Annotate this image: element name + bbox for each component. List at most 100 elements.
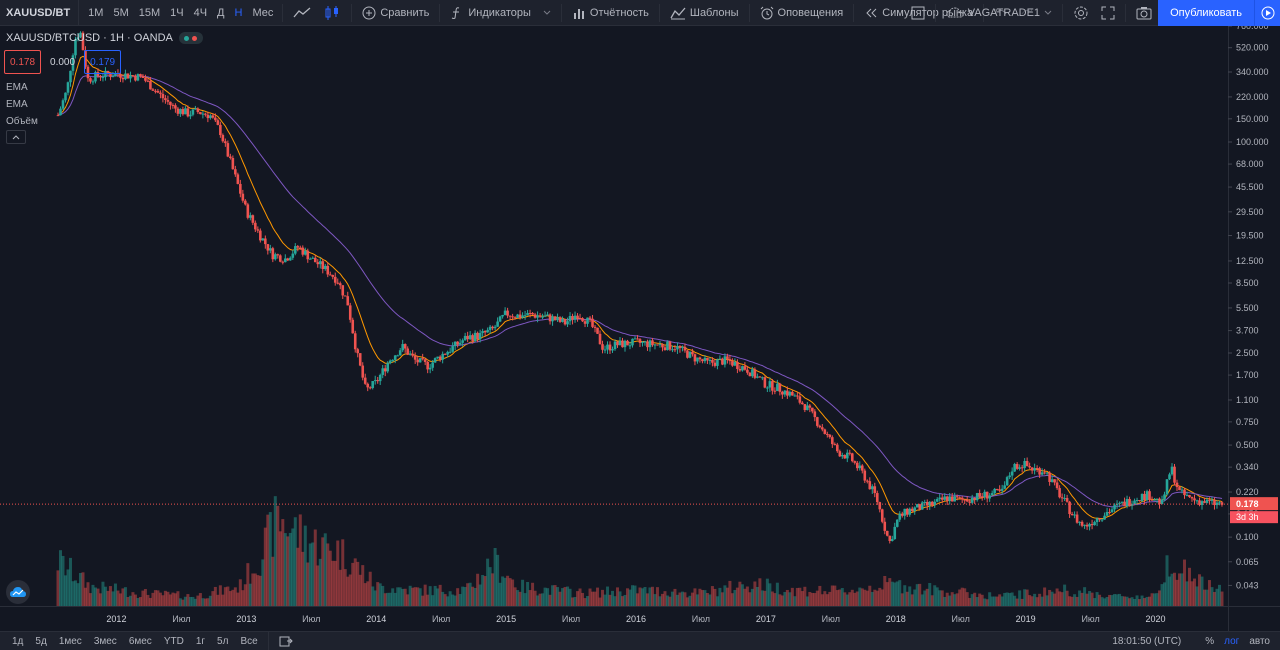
indicators-dropdown[interactable] — [537, 0, 557, 26]
candle-body — [691, 351, 694, 355]
volume-bar — [158, 592, 162, 606]
volume-bar — [561, 588, 565, 606]
x-tick-label: Июл — [172, 614, 190, 624]
volume-bar — [1060, 592, 1064, 606]
interval-1[interactable]: 1М — [88, 6, 104, 19]
snapshot-button[interactable] — [1130, 0, 1158, 26]
range-5[interactable]: 6мес — [128, 635, 152, 647]
volume-bar — [1005, 592, 1009, 606]
percent-toggle[interactable]: % — [1205, 636, 1215, 647]
volume-bar — [635, 593, 639, 606]
candle-body — [1148, 491, 1151, 500]
candle-body — [466, 335, 469, 340]
candle-body — [833, 444, 837, 446]
templates-button[interactable]: Шаблоны — [664, 0, 745, 26]
countdown-label-bg — [1230, 511, 1278, 524]
undo-button[interactable] — [988, 0, 1014, 26]
candle-body — [1038, 468, 1041, 475]
range-6[interactable]: YTD — [163, 635, 184, 647]
volume-bar — [346, 576, 350, 606]
volume-bar — [1205, 589, 1209, 606]
settings-button[interactable] — [1067, 0, 1095, 26]
volume-bar — [793, 596, 797, 606]
fullscreen-button[interactable] — [1095, 0, 1121, 26]
interval-4[interactable]: 1Ч — [170, 6, 184, 19]
sell-price-button[interactable]: 0.178 — [4, 50, 42, 74]
interval-7[interactable]: Н — [234, 6, 243, 19]
clock[interactable]: 18:01:50 (UTC) — [1112, 636, 1182, 647]
auto-toggle[interactable]: авто — [1249, 636, 1270, 647]
candle-body — [1005, 477, 1009, 486]
range-3[interactable]: 1мес — [58, 635, 82, 647]
volume-bar — [640, 588, 644, 606]
volume-bar — [768, 583, 772, 606]
interval-5[interactable]: 4Ч — [193, 6, 208, 19]
candle-body — [953, 496, 957, 502]
candle-body — [975, 493, 979, 501]
volume-bar — [223, 587, 227, 606]
volume-bar — [93, 587, 97, 606]
y-tick-label: 19.500 — [1236, 231, 1264, 241]
volume-bar — [156, 590, 160, 606]
price-chart[interactable]: 760.000 520.000 340.000 220.000 150.000 100.0… — [0, 26, 1280, 631]
range-4[interactable]: 3мес — [93, 635, 117, 647]
indicator-ema-slow[interactable]: EMA — [6, 99, 28, 110]
replay-button[interactable]: Симулятор рынка — [858, 0, 979, 26]
volume-bar — [1215, 588, 1219, 606]
volume-bar — [803, 586, 807, 606]
candle-body — [119, 74, 122, 78]
compare-button[interactable]: Сравнить — [356, 0, 435, 26]
interval-2[interactable]: 5М — [113, 6, 129, 19]
candle-body — [483, 331, 487, 333]
candle-body — [895, 519, 899, 527]
x-tick-label: 2017 — [756, 614, 776, 624]
volume-bar — [196, 595, 200, 606]
publish-play-button[interactable] — [1254, 0, 1280, 26]
volume-bar — [720, 592, 724, 606]
indicators-button[interactable]: Индикаторы — [444, 0, 537, 26]
redo-button[interactable] — [1014, 0, 1040, 26]
publish-button[interactable]: Опубликовать — [1158, 0, 1254, 26]
candle-body — [498, 316, 502, 322]
goto-date-button[interactable] — [273, 632, 299, 650]
volume-bar — [693, 588, 697, 606]
volume-bar — [438, 584, 442, 606]
volume-bar — [103, 586, 107, 606]
report-button[interactable]: Отчётность — [566, 0, 655, 26]
range-8[interactable]: 5л — [217, 635, 229, 647]
symbol-search[interactable]: XAUUSD/BT — [0, 0, 80, 26]
tradingview-logo[interactable] — [6, 580, 30, 604]
legend-title[interactable]: XAUUSD/BTCUSD · 1Н · OANDA — [6, 32, 173, 44]
volume-bar — [970, 594, 974, 606]
volume-bar — [213, 586, 217, 606]
volume-bar — [945, 592, 949, 606]
indicator-ema-fast[interactable]: EMA — [6, 82, 28, 93]
buy-price-button[interactable]: 0.179 — [84, 50, 122, 74]
interval-6[interactable]: Д — [217, 6, 225, 19]
range-1[interactable]: 1д — [12, 635, 24, 647]
candle-body — [476, 332, 479, 340]
log-toggle[interactable]: лог — [1224, 636, 1240, 647]
range-2[interactable]: 5д — [35, 635, 47, 647]
volume-bar — [1045, 595, 1049, 606]
y-tick-label: 12.500 — [1236, 256, 1264, 266]
candle-body — [935, 499, 939, 502]
candle-body — [406, 348, 409, 355]
range-7[interactable]: 1г — [195, 635, 206, 647]
layout-button[interactable] — [905, 0, 931, 26]
market-status-badge[interactable] — [178, 32, 203, 44]
volume-bar — [1035, 597, 1039, 606]
alerts-button[interactable]: Оповещения — [754, 0, 850, 26]
range-9[interactable]: Все — [240, 635, 258, 647]
interval-8[interactable]: Мес — [252, 6, 274, 19]
chart-style-line-button[interactable] — [287, 0, 317, 26]
chart-style-candles-button[interactable] — [317, 0, 347, 26]
layout-name-button[interactable]: VAGATRADE1 — [940, 0, 1058, 26]
candle-body — [823, 429, 827, 434]
legend-collapse-button[interactable] — [6, 130, 26, 144]
y-tick-label: 68.000 — [1236, 159, 1264, 169]
indicator-volume[interactable]: Объём — [6, 116, 38, 127]
candle-body — [708, 359, 712, 361]
interval-3[interactable]: 15М — [138, 6, 161, 19]
volume-bar — [1153, 593, 1157, 606]
